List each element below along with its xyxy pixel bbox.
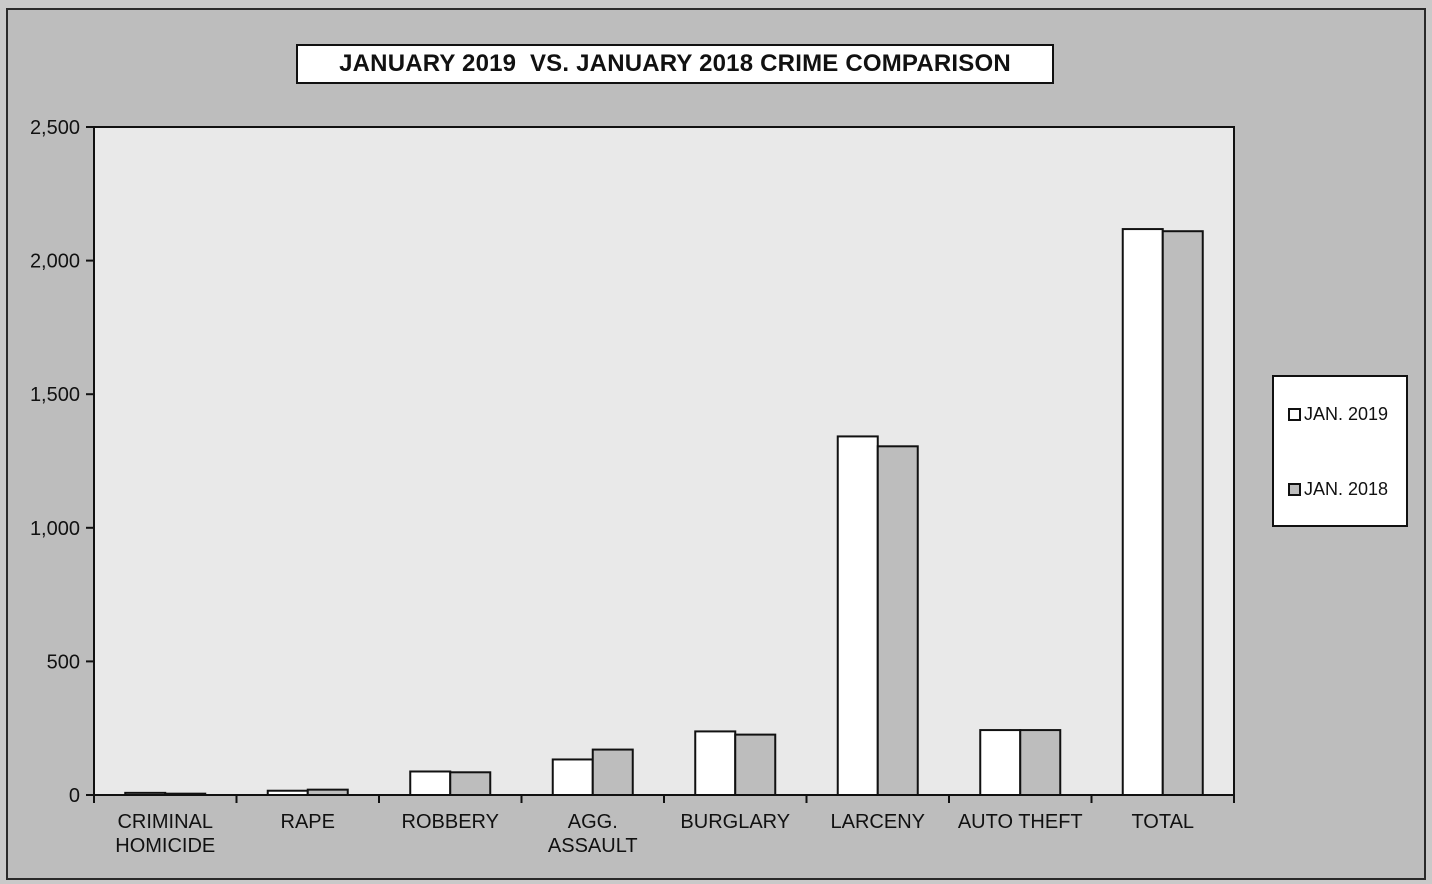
x-tick-label: TOTAL xyxy=(1131,811,1194,833)
x-tick-label: RAPE xyxy=(281,811,335,833)
legend-label-jan-2019: JAN. 2019 xyxy=(1304,404,1389,424)
bar xyxy=(306,788,349,797)
x-tick-label: AGG. ASSAULT xyxy=(548,811,638,857)
bar xyxy=(266,789,309,796)
legend-item-jan-2018: JAN. 2018 xyxy=(1288,479,1388,500)
bar xyxy=(979,729,1022,796)
y-tick-label: 500 xyxy=(47,651,80,673)
bar xyxy=(876,445,919,796)
bar xyxy=(449,771,492,797)
bar xyxy=(164,792,207,797)
bar xyxy=(1121,228,1164,797)
bar xyxy=(836,435,879,796)
bar xyxy=(1019,729,1062,796)
x-tick-label: ROBBERY xyxy=(402,811,499,833)
y-tick-label: 2,000 xyxy=(30,251,80,273)
bar xyxy=(734,733,777,796)
x-tick-label: CRIMINAL HOMICIDE xyxy=(115,811,215,857)
x-tick-label: AUTO THEFT xyxy=(958,811,1083,833)
y-tick-label: 1,000 xyxy=(30,518,80,540)
chart-title: JANUARY 2019 VS. JANUARY 2018 CRIME COMP… xyxy=(296,44,1054,84)
bar xyxy=(124,791,167,797)
bar xyxy=(591,748,634,796)
bar xyxy=(694,730,737,796)
plot-area xyxy=(93,126,1235,796)
bar xyxy=(1161,230,1204,796)
legend-label-jan-2018: JAN. 2018 xyxy=(1304,479,1389,499)
y-tick-label: 2,500 xyxy=(30,117,80,139)
bar xyxy=(551,758,594,797)
legend-swatch-jan-2018 xyxy=(1288,483,1301,496)
legend-swatch-jan-2019 xyxy=(1288,408,1301,421)
y-tick-label: 1,500 xyxy=(30,384,80,406)
bar xyxy=(409,770,452,796)
y-tick-label: 0 xyxy=(69,785,80,807)
x-tick-label: LARCENY xyxy=(831,811,925,833)
legend-item-jan-2019: JAN. 2019 xyxy=(1288,404,1388,425)
x-tick-label: BURGLARY xyxy=(680,811,790,833)
chart-legend: JAN. 2019 JAN. 2018 xyxy=(1272,375,1408,527)
